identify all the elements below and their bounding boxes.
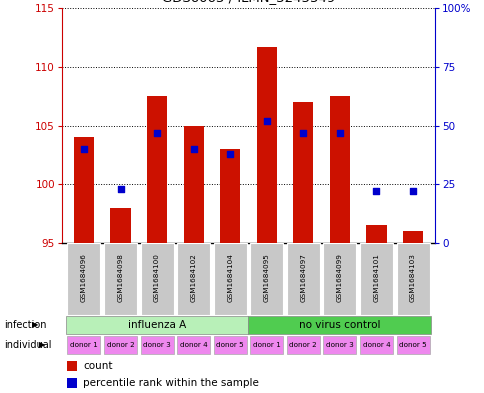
Bar <box>256 47 276 243</box>
Text: no virus control: no virus control <box>299 320 380 330</box>
Bar <box>220 149 240 243</box>
Bar <box>287 243 319 315</box>
Bar <box>67 243 100 315</box>
Bar <box>140 243 173 315</box>
Point <box>299 129 306 136</box>
Text: donor 3: donor 3 <box>143 342 170 347</box>
Point <box>153 129 161 136</box>
Text: ▶: ▶ <box>39 340 45 349</box>
Text: donor 4: donor 4 <box>362 342 390 347</box>
Text: donor 5: donor 5 <box>216 342 243 347</box>
Bar <box>359 336 392 354</box>
Bar <box>183 125 203 243</box>
Bar <box>329 96 349 243</box>
Text: GSM1684103: GSM1684103 <box>409 253 415 302</box>
Bar <box>250 336 283 354</box>
Text: GSM1684100: GSM1684100 <box>154 253 160 302</box>
Text: donor 2: donor 2 <box>289 342 317 347</box>
Text: percentile rank within the sample: percentile rank within the sample <box>83 378 258 388</box>
Bar <box>248 316 430 334</box>
Text: donor 4: donor 4 <box>180 342 207 347</box>
Point <box>408 188 416 195</box>
Text: GSM1684095: GSM1684095 <box>263 253 269 302</box>
Bar <box>67 336 100 354</box>
Bar <box>213 243 246 315</box>
Bar <box>402 231 422 243</box>
Bar <box>67 361 77 371</box>
Bar <box>250 243 283 315</box>
Bar <box>293 102 313 243</box>
Text: influenza A: influenza A <box>128 320 186 330</box>
Text: donor 1: donor 1 <box>252 342 280 347</box>
Text: GSM1684099: GSM1684099 <box>336 253 342 302</box>
Title: GDS6063 / ILMN_3245549: GDS6063 / ILMN_3245549 <box>162 0 334 4</box>
Text: GSM1684097: GSM1684097 <box>300 253 306 302</box>
Text: donor 5: donor 5 <box>398 342 426 347</box>
Text: GSM1684102: GSM1684102 <box>190 253 196 302</box>
Point <box>262 118 270 124</box>
Point <box>189 146 197 152</box>
Text: GSM1684101: GSM1684101 <box>373 253 378 302</box>
Bar <box>140 336 173 354</box>
Bar <box>177 336 210 354</box>
Text: ▶: ▶ <box>31 320 38 329</box>
Text: donor 1: donor 1 <box>70 342 98 347</box>
Text: individual: individual <box>4 340 51 350</box>
Bar <box>74 137 94 243</box>
Bar <box>65 316 248 334</box>
Bar <box>177 243 210 315</box>
Bar <box>104 336 136 354</box>
Bar <box>359 243 392 315</box>
Bar <box>213 336 246 354</box>
Text: count: count <box>83 361 112 371</box>
Bar <box>396 336 429 354</box>
Text: GSM1684098: GSM1684098 <box>117 253 123 302</box>
Bar <box>287 336 319 354</box>
Point <box>116 186 124 192</box>
Text: GSM1684104: GSM1684104 <box>227 253 233 302</box>
Bar <box>396 243 429 315</box>
Bar <box>323 336 356 354</box>
Bar <box>110 208 130 243</box>
Point <box>226 151 234 157</box>
Bar <box>366 225 386 243</box>
Bar <box>104 243 136 315</box>
Text: infection: infection <box>4 320 46 330</box>
Bar <box>323 243 356 315</box>
Point <box>335 129 343 136</box>
Bar <box>147 96 167 243</box>
Text: donor 2: donor 2 <box>106 342 134 347</box>
Point <box>80 146 88 152</box>
Bar <box>67 378 77 388</box>
Point <box>372 188 379 195</box>
Text: donor 3: donor 3 <box>325 342 353 347</box>
Text: GSM1684096: GSM1684096 <box>81 253 87 302</box>
